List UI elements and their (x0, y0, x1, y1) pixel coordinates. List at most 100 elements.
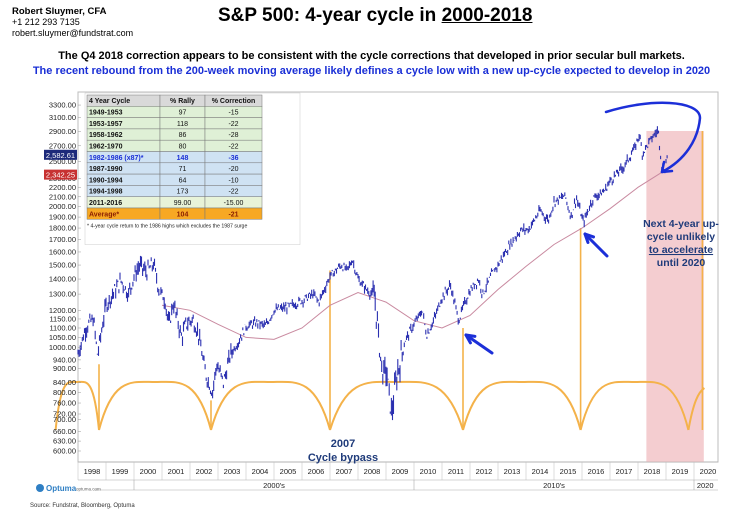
y-tick-label: 900.00 (53, 364, 76, 373)
table-cell-text: 71 (179, 166, 187, 173)
y-tick-label: 2100.00 (49, 192, 76, 201)
x-tick-label: 1999 (112, 467, 129, 476)
next-cycle-text: to accelerate (649, 244, 713, 256)
author-name: Robert Sluymer, CFA (12, 6, 107, 17)
table-cell-text: 1949-1953 (89, 110, 123, 117)
moving-average (161, 169, 667, 340)
y-tick-label: 1600.00 (49, 247, 76, 256)
annotations: 2007 Cycle bypass Next 4-year up-cycle unl… (34, 101, 719, 494)
next-cycle-text: Next 4-year up- (643, 218, 719, 230)
x-tick-label: 2019 (672, 467, 689, 476)
logo-text: Optuma (46, 484, 77, 493)
table-cell-text: -15.00 (224, 200, 244, 207)
cycle-arc (54, 380, 100, 431)
x-tick-label: 2000 (140, 467, 157, 476)
table-cell-text: -21 (228, 211, 238, 218)
y-tick-label: 3300.00 (49, 101, 76, 110)
next-cycle-text: cycle unlikely (647, 231, 715, 243)
x-axis: 1998 1999 2000 2001 2002 2003 2004 2005 2006 2007… (77, 461, 718, 491)
y-tick-label: 940.00 (53, 355, 76, 364)
y-tick-label: 760.00 (53, 399, 76, 408)
author-block: Robert Sluymer, CFA +1 212 293 7135 robe… (12, 6, 133, 39)
table-cell-text: 1982-1986 (x87)* (89, 155, 144, 162)
table-cell (204, 207, 263, 220)
y-tick-label: 1050.00 (49, 333, 76, 342)
x-tick-label: 2018 (644, 467, 661, 476)
chart-title-prefix: S&P 500: 4-year cycle in (218, 5, 442, 26)
y-tick-label: 3100.00 (49, 113, 76, 122)
logo-icon (36, 484, 44, 492)
logo-backdrop (34, 482, 94, 494)
y-tick-label: 840.00 (53, 378, 76, 387)
y-tick-label: 600.00 (53, 447, 76, 456)
x-tick-label: 2020 (700, 467, 717, 476)
table-cell-text: 173 (177, 189, 189, 196)
table-cell-text: 2011-2016 (89, 200, 122, 207)
table-cell-text: -22 (228, 189, 238, 196)
y-tick-label: 1000.00 (49, 343, 76, 352)
subtitle-line-1: The Q4 2018 correction appears to be con… (58, 50, 685, 62)
table-cell-text: -28 (228, 132, 238, 139)
y-tick-label: 1400.00 (49, 275, 76, 284)
author-phone: +1 212 293 7135 (12, 17, 80, 27)
x-tick-label: 2008 (364, 467, 381, 476)
table-cell-text: 80 (179, 144, 187, 151)
curved-arrow (604, 101, 702, 174)
x-tick-label: 2012 (476, 467, 493, 476)
x-tick-label: 2013 (504, 467, 521, 476)
x-tick-label: 2016 (588, 467, 605, 476)
table-cell-text: 118 (177, 121, 188, 128)
subtitle-line-2: The recent rebound from the 200-week mov… (32, 65, 711, 77)
y-tick-label: 630.00 (53, 437, 76, 446)
price-badge-label: 2,582.61 (46, 151, 75, 160)
x-tick-label: 2006 (308, 467, 325, 476)
chart-title-years: 2000-2018 (441, 5, 533, 26)
x-tick-label: 2002 (196, 467, 213, 476)
source-note: Source: Fundstrat, Bloomberg, Optuma (30, 503, 135, 509)
highlight-zone (646, 131, 704, 462)
author-email: robert.sluymer@fundstrat.com (12, 28, 134, 38)
table-cell-text: -10 (228, 177, 238, 184)
cycle-low-lines (98, 131, 704, 430)
x-tick-label: 1998 (84, 467, 101, 476)
table-header-text: % Rally (170, 98, 195, 105)
table-cell-text: 97 (179, 110, 187, 117)
table-cell-text: 1994-1998 (89, 189, 123, 196)
y-tick-label: 1200.00 (49, 306, 76, 315)
x-tick-label: 2014 (532, 467, 549, 476)
table-cell-text: 99.00 (174, 200, 192, 207)
decade-label: 2010's (543, 481, 565, 490)
cycle-arc (210, 380, 331, 431)
price-badge (44, 169, 77, 180)
logo-subtext: optuma.com (76, 487, 101, 492)
cycle-arcs (54, 380, 706, 431)
y-tick-label: 2500.00 (49, 157, 76, 166)
y-tick-label: 800.00 (53, 388, 76, 397)
table-cell-text: 1953-1957 (89, 121, 123, 128)
y-tick-label: 720.00 (53, 410, 76, 419)
table-cell-text: -20 (228, 166, 238, 173)
y-tick-label: 1300.00 (49, 290, 76, 299)
table-cell-text: 64 (179, 177, 187, 184)
x-tick-label: 2004 (252, 467, 269, 476)
next-cycle-text: until 2020 (657, 257, 706, 269)
price-series (77, 126, 668, 421)
table-cell-text: 104 (177, 211, 189, 218)
decade-label: 2000's (263, 481, 285, 490)
price-badge-label: 2,342.25 (46, 171, 75, 180)
table-header-text: 4 Year Cycle (89, 98, 130, 105)
x-tick-label: 2007 (336, 467, 353, 476)
pointer-arrow-head (464, 333, 477, 345)
y-tick-label: 1150.00 (49, 314, 76, 323)
table-cell-text: -36 (228, 155, 238, 162)
table-cell-text: 1962-1970 (89, 144, 123, 151)
x-tick-label: 2015 (560, 467, 577, 476)
x-tick-label: 2011 (448, 467, 464, 476)
table-footnote: * 4-year cycle return to the 1986 highs … (87, 223, 247, 229)
y-tick-label: 2000.00 (49, 202, 76, 211)
cycle-bypass-text: Cycle bypass (308, 452, 378, 464)
pointer-arrow (583, 232, 609, 258)
highlight-zone-rect (646, 131, 704, 462)
cycle-arc (98, 380, 212, 431)
